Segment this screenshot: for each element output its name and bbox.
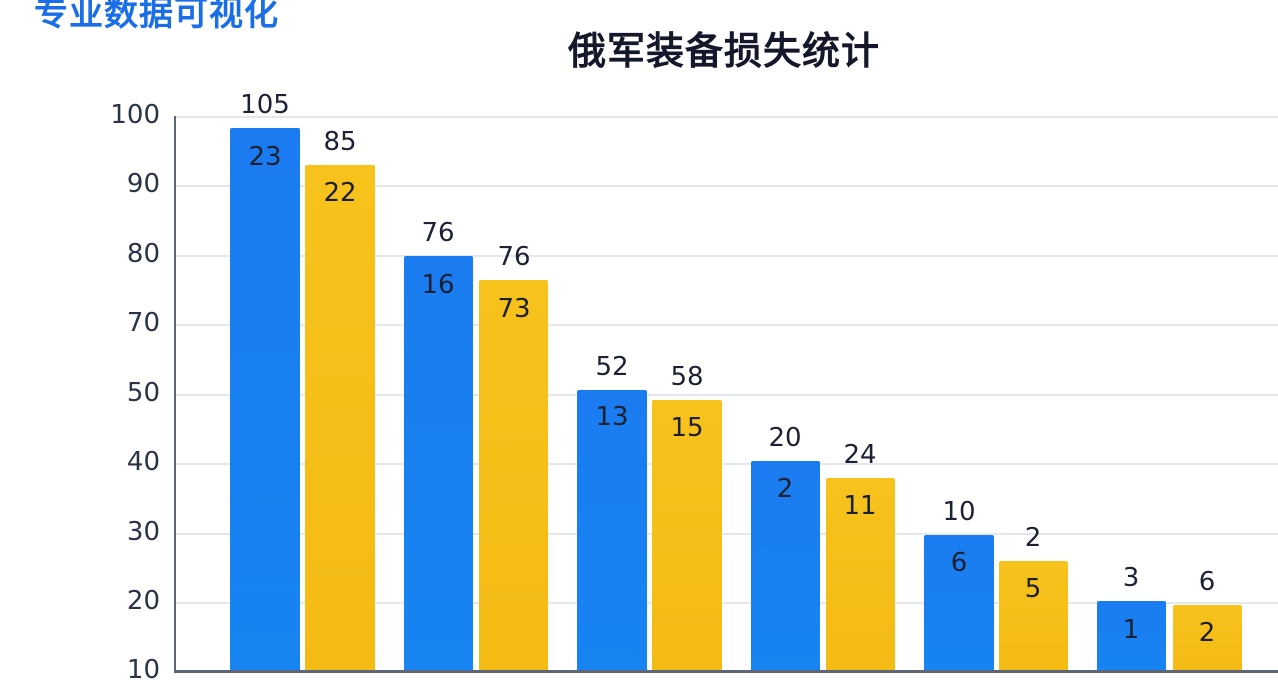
bar-inner-label: 5 (1024, 574, 1042, 604)
bar-blue (751, 461, 820, 671)
bar-top-label: 3 (1122, 563, 1140, 593)
bar-top-label: 85 (323, 127, 357, 157)
bar-inner-label: 2 (1198, 618, 1216, 648)
bar-top-label: 2 (1024, 523, 1042, 553)
bar-blue (577, 390, 647, 671)
y-tick: 90 (126, 169, 160, 199)
y-tick: 30 (126, 517, 160, 547)
y-tick: 80 (126, 239, 160, 269)
bar-top-label: 76 (497, 242, 531, 272)
gridline (176, 185, 1278, 187)
bar-yellow (999, 561, 1068, 671)
bar-yellow (826, 478, 895, 671)
bar-top-label: 24 (843, 440, 877, 470)
y-tick: 40 (126, 447, 160, 477)
bar-inner-label: 6 (950, 548, 968, 578)
gridline (176, 324, 1278, 326)
bar-yellow (1173, 605, 1242, 671)
bar-inner-label: 16 (421, 270, 455, 300)
y-tick: 70 (126, 308, 160, 338)
bar-inner-label: 1 (1122, 615, 1140, 645)
y-axis-line (174, 116, 176, 673)
bar-blue (1097, 601, 1166, 671)
y-tick: 20 (126, 586, 160, 616)
bar-yellow (652, 400, 722, 671)
gridline (176, 255, 1278, 257)
gridline (176, 533, 1278, 535)
bar-blue (924, 535, 994, 671)
gridline (176, 602, 1278, 604)
chart-title: 俄军装备损失统计 (568, 29, 881, 73)
bar-top-label: 76 (421, 218, 455, 248)
bar-inner-label: 73 (497, 294, 531, 324)
bar-inner-label: 13 (595, 402, 629, 432)
gridline (176, 463, 1278, 465)
y-tick: 100 (110, 100, 160, 130)
bar-yellow (479, 280, 548, 671)
bar-top-label: 58 (670, 362, 704, 392)
bar-inner-label: 23 (248, 142, 282, 172)
bar-inner-label: 2 (776, 474, 794, 504)
gridline (176, 394, 1278, 396)
bar-top-label: 20 (768, 423, 802, 453)
x-axis-line (174, 670, 1278, 673)
bar-blue (404, 256, 473, 671)
bar-inner-label: 15 (670, 413, 704, 443)
bar-blue (230, 128, 300, 671)
bar-inner-label: 22 (323, 178, 357, 208)
y-tick: 10 (126, 655, 160, 685)
bar-top-label: 6 (1198, 567, 1216, 597)
brand-title: 专业数据可视化 (34, 0, 279, 34)
bar-inner-label: 11 (843, 491, 877, 521)
y-tick: 50 (126, 378, 160, 408)
bar-top-label: 52 (595, 352, 629, 382)
bar-yellow (305, 165, 375, 671)
gridline (176, 116, 1278, 118)
bar-top-label: 10 (942, 497, 976, 527)
bar-top-label: 105 (240, 90, 290, 120)
